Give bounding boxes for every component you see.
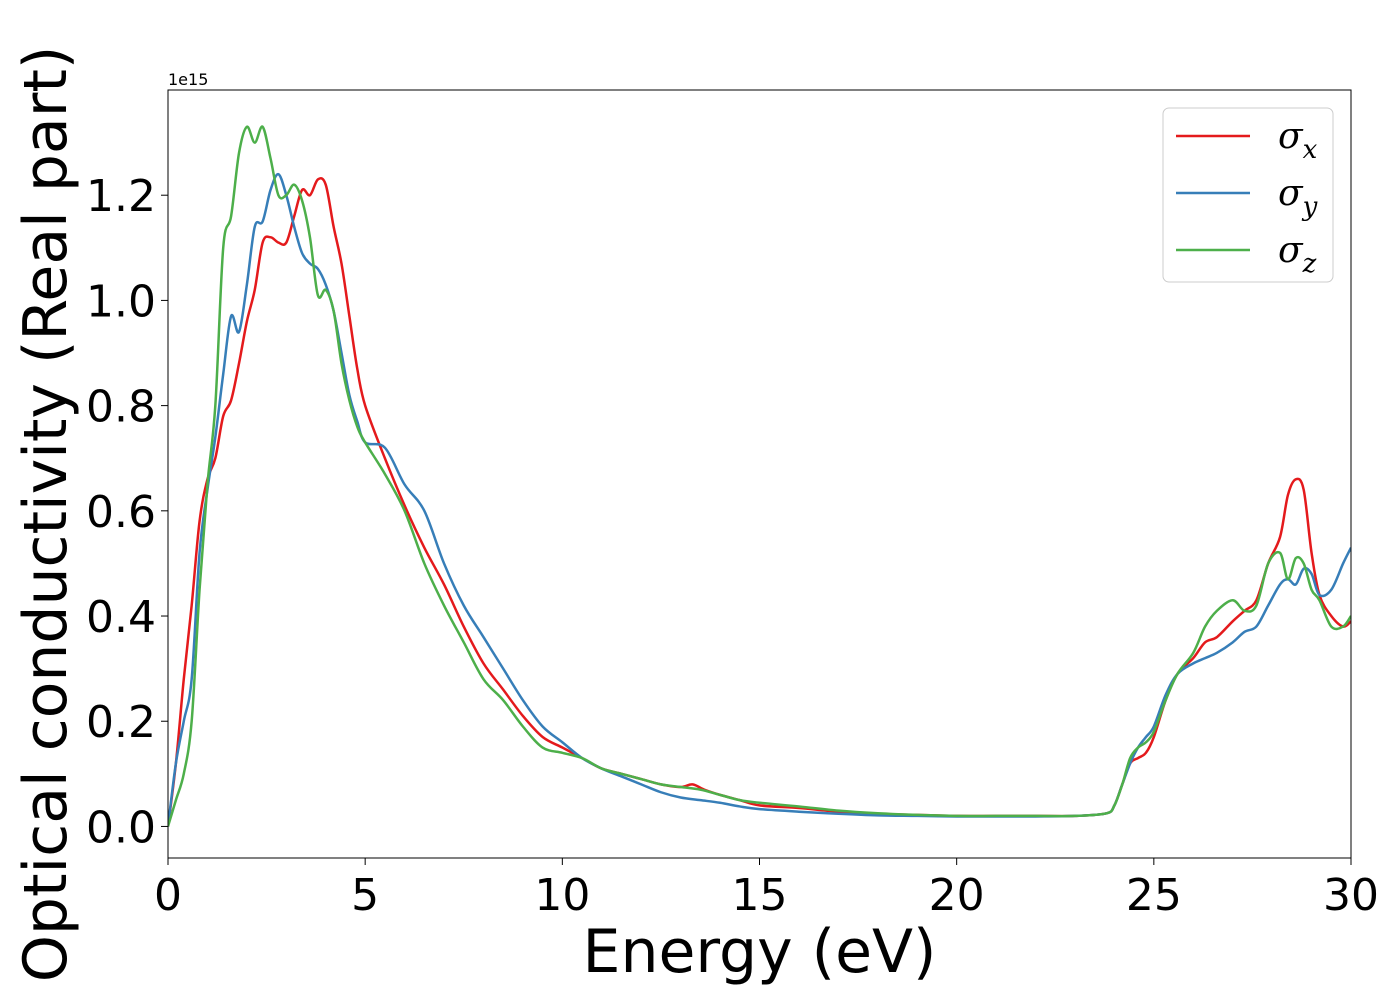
y-tick-label: 1.0	[86, 276, 156, 327]
y-tick-label: 0.6	[86, 487, 156, 538]
y-tick-label: 0.4	[86, 592, 156, 643]
legend-label-z: σz	[1278, 230, 1317, 279]
y-tick-label: 0.2	[86, 697, 156, 748]
legend: σx σy σz	[1162, 107, 1334, 283]
x-axis: 0 5 10 15 20 25 30	[154, 858, 1379, 921]
legend-label-y: σy	[1278, 173, 1318, 222]
x-tick-label: 20	[929, 870, 985, 921]
y-tick-label: 0.0	[86, 802, 156, 853]
x-tick-label: 10	[534, 870, 590, 921]
x-tick-label: 0	[154, 870, 182, 921]
legend-label-x: σx	[1278, 116, 1318, 165]
x-tick-label: 25	[1126, 870, 1182, 921]
y-tick-label: 0.8	[86, 382, 156, 433]
series-line-y	[168, 172, 1351, 827]
y-tick-label: 1.2	[86, 171, 156, 222]
plot-lines	[168, 125, 1351, 827]
x-tick-label: 5	[351, 870, 379, 921]
legend-box	[1162, 107, 1334, 283]
x-axis-label: Energy (eV)	[583, 917, 937, 987]
series-line-z	[168, 125, 1351, 827]
y-offset-label: 1e15	[168, 70, 208, 89]
x-tick-label: 15	[732, 870, 788, 921]
x-tick-label: 30	[1323, 870, 1379, 921]
y-axis: 0.0 0.2 0.4 0.6 0.8 1.0 1.2	[86, 171, 168, 853]
y-axis-label: Optical conductivity (Real part)	[11, 46, 81, 983]
